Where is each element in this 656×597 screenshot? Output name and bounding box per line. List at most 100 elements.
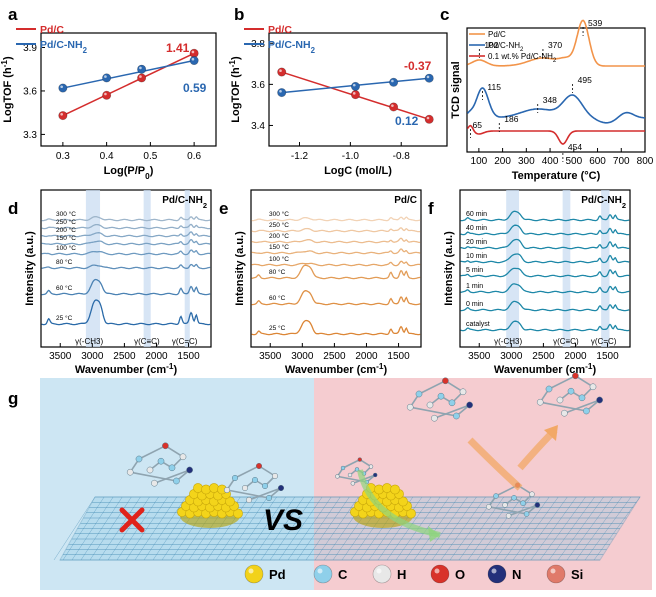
x-axis-label: Temperature (°C) — [512, 170, 601, 182]
y-axis-label: TCD signal — [450, 61, 462, 118]
peak-label: 65 — [473, 120, 483, 130]
series-label: 300 °C — [269, 210, 289, 218]
ir-spectrum — [41, 278, 211, 296]
bond — [574, 375, 594, 388]
band-highlight — [85, 190, 101, 347]
peak-label: 186 — [504, 114, 518, 124]
legend-atom — [487, 564, 507, 584]
molecule-left-2 — [223, 462, 285, 504]
data-point — [137, 73, 147, 83]
atom — [265, 494, 273, 502]
atom — [415, 390, 423, 398]
series-label: 150 °C — [56, 234, 76, 242]
atom — [505, 513, 512, 519]
lattice-line — [530, 496, 577, 561]
lattice-line — [503, 496, 550, 561]
lattice-line — [125, 496, 168, 561]
atom — [520, 500, 526, 506]
x-tick-label: 400 — [542, 156, 559, 167]
legend-atom-highlight — [376, 568, 382, 574]
peak-label: 102 — [484, 40, 498, 50]
plot-frame — [466, 27, 646, 153]
atom — [231, 474, 239, 482]
legend-atom — [546, 564, 566, 584]
legend-label: N — [512, 567, 521, 582]
pd-atom — [406, 508, 416, 519]
peak-label: 539 — [588, 18, 602, 28]
bond — [154, 469, 190, 484]
series-label: catalyst — [466, 321, 490, 328]
ir-spectrum — [460, 253, 630, 264]
point-highlight — [279, 89, 282, 93]
ir-spectrum — [251, 290, 421, 306]
x-tick-label: 200 — [494, 156, 511, 167]
lattice-line — [440, 496, 486, 561]
reaction-arrow-down — [467, 437, 523, 491]
peak-label: 115 — [487, 82, 501, 92]
pd-atom — [233, 508, 243, 519]
panel-letter: a — [8, 5, 18, 24]
ir-spectrum — [251, 216, 421, 222]
series-label: 1 min — [466, 283, 483, 290]
atom — [357, 457, 363, 462]
legend-atom-highlight — [491, 568, 497, 574]
series-label: 40 min — [466, 225, 487, 232]
ir-spectrum — [41, 231, 211, 238]
lattice-line — [89, 496, 132, 561]
bond — [138, 445, 166, 460]
molecule-left-1 — [126, 442, 193, 487]
lattice-line — [143, 496, 187, 561]
atom — [511, 495, 517, 501]
legend-label: 0.1 wt.% Pd/C-NH2 — [488, 52, 557, 64]
series-label: 100 °C — [269, 255, 289, 263]
atom — [245, 496, 253, 504]
x-axis-label: LogC (mol/L) — [324, 165, 392, 177]
pd-atom — [225, 496, 235, 507]
series-label: 20 min — [466, 239, 487, 246]
atom — [255, 462, 263, 470]
series-label: 80 °C — [269, 268, 286, 276]
pd-atom — [398, 496, 408, 507]
peak-label: 370 — [548, 40, 562, 50]
point-highlight — [279, 69, 282, 73]
atom — [261, 482, 269, 490]
x-tick-label: 300 — [518, 156, 535, 167]
lattice-line — [521, 496, 568, 561]
atom — [596, 396, 603, 404]
lattice-line — [206, 496, 250, 561]
x-tick-label: 2500 — [532, 351, 555, 362]
x-tick-label: 800 — [637, 156, 654, 167]
lattice-line — [539, 496, 586, 561]
atom — [406, 403, 414, 411]
atom — [241, 484, 249, 492]
x-tick-label: 0.5 — [143, 151, 157, 162]
x-axis-label: Log(P/P0) — [104, 165, 154, 181]
atom — [536, 398, 544, 406]
panel-letter: e — [219, 199, 228, 218]
ir-spectrum — [460, 267, 630, 278]
atom — [277, 484, 285, 492]
data-point — [189, 56, 199, 66]
band-label: γ(C≡C) — [553, 337, 579, 346]
ir-spectrum — [460, 300, 630, 312]
point-highlight — [60, 85, 63, 89]
bond — [540, 401, 587, 412]
legend-label: Pd/C — [268, 24, 292, 36]
bond — [164, 445, 184, 458]
atom — [151, 479, 158, 487]
series-label: 5 min — [466, 267, 483, 274]
lattice-line — [404, 496, 450, 561]
bond — [342, 458, 361, 469]
y-axis-label: Intensity (a.u.) — [24, 231, 36, 306]
panel-letter: d — [8, 199, 18, 218]
bond — [410, 406, 457, 417]
x-tick-label: 1500 — [387, 351, 410, 362]
blocked-icon — [119, 507, 145, 533]
data-point — [350, 90, 360, 100]
legend-atom — [313, 564, 333, 584]
lattice-line — [305, 496, 350, 561]
legend-label: Si — [571, 567, 583, 582]
